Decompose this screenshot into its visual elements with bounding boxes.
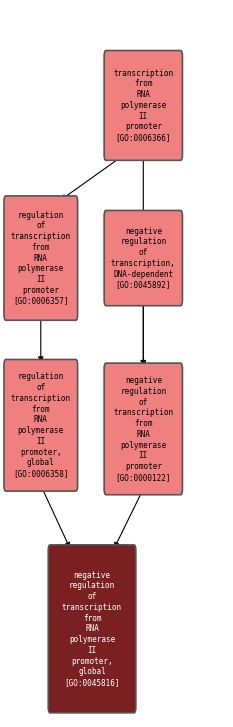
FancyBboxPatch shape xyxy=(48,545,136,712)
FancyBboxPatch shape xyxy=(104,211,182,305)
Text: negative
regulation
of
transcription
from
RNA
polymerase
II
promoter
[GO:0000122: negative regulation of transcription fro… xyxy=(113,376,173,482)
Text: regulation
of
transcription
from
RNA
polymerase
II
promoter
[GO:0006357]: regulation of transcription from RNA pol… xyxy=(11,211,71,305)
Text: regulation
of
transcription
from
RNA
polymerase
II
promoter,
global
[GO:0006358]: regulation of transcription from RNA pol… xyxy=(11,372,71,478)
FancyBboxPatch shape xyxy=(104,364,182,495)
FancyBboxPatch shape xyxy=(104,51,182,160)
Text: transcription
from
RNA
polymerase
II
promoter
[GO:0006366]: transcription from RNA polymerase II pro… xyxy=(113,68,173,142)
Text: negative
regulation
of
transcription
from
RNA
polymerase
II
promoter,
global
[GO: negative regulation of transcription fro… xyxy=(62,571,122,687)
FancyBboxPatch shape xyxy=(4,196,78,320)
FancyBboxPatch shape xyxy=(4,360,78,491)
Text: negative
regulation
of
transcription,
DNA-dependent
[GO:0045892]: negative regulation of transcription, DN… xyxy=(111,227,176,289)
